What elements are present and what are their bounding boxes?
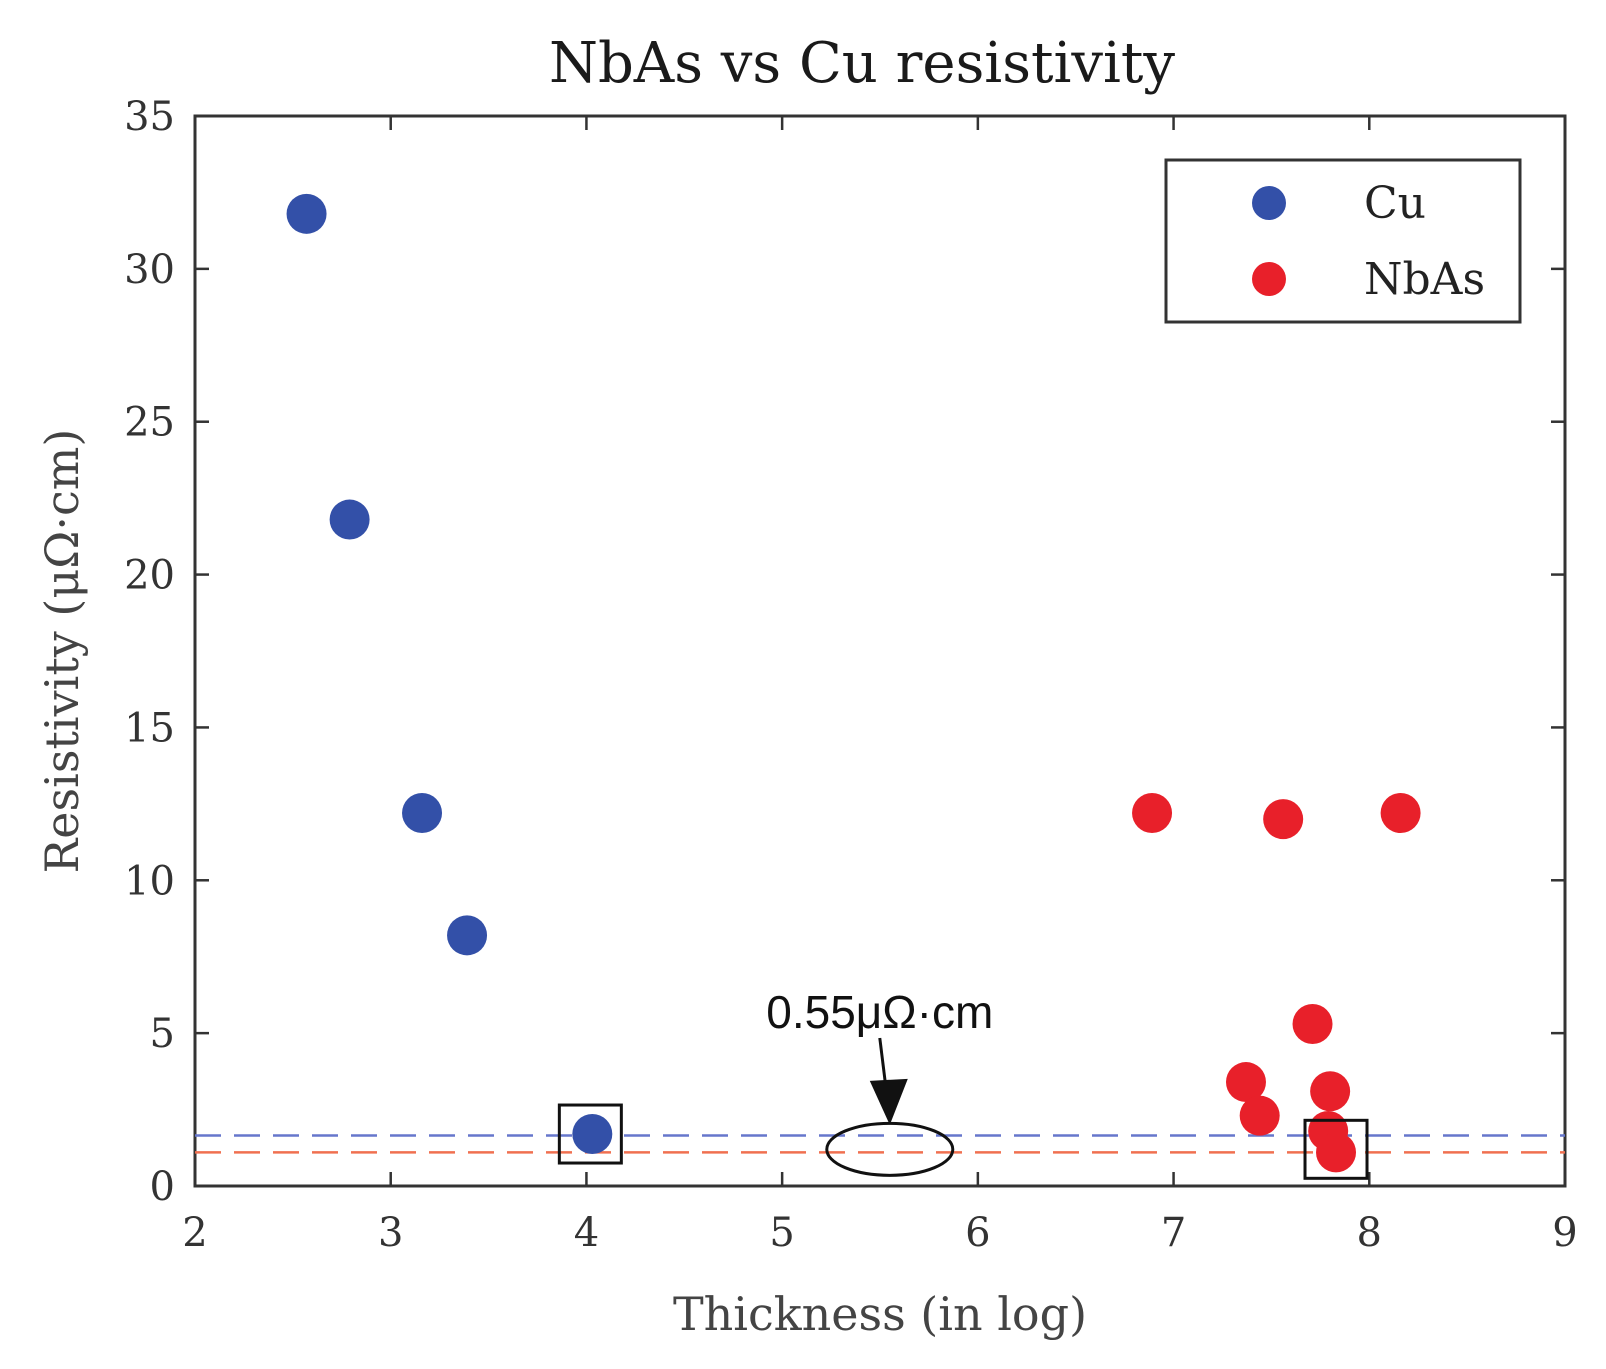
plot-area-frame <box>193 114 1567 1188</box>
y-tick-label: 25 <box>124 400 175 446</box>
annotations: 0.55μΩ·cm <box>557 986 1369 1180</box>
cu-point <box>447 915 488 956</box>
nbas-point <box>1310 1071 1351 1112</box>
x-tick-label: 9 <box>1552 1210 1577 1256</box>
nbas-point <box>1132 793 1173 834</box>
x-axis-label: Thickness (in log) <box>673 1287 1087 1341</box>
x-tick-label: 7 <box>1161 1210 1186 1256</box>
legend-marker-cu <box>1252 186 1286 220</box>
x-tick-label: 5 <box>769 1210 794 1256</box>
chart-title: NbAs vs Cu resistivity <box>549 31 1175 96</box>
cu-point <box>402 793 443 834</box>
legend: Cu NbAs <box>1164 158 1522 324</box>
reference-lines <box>195 1134 1565 1154</box>
y-tick-label: 35 <box>124 94 175 140</box>
annotation-ellipse <box>825 1121 955 1177</box>
nbas-point <box>1292 1003 1333 1044</box>
annotation-arrow-head <box>869 1078 908 1125</box>
legend-marker-nbas <box>1252 262 1286 296</box>
annotation-label: 0.55μΩ·cm <box>766 986 993 1038</box>
nbas-point <box>1225 1062 1266 1103</box>
x-tick-label: 2 <box>182 1210 207 1256</box>
cu-point <box>329 499 370 540</box>
series-nbas <box>1132 793 1421 1173</box>
cu-point <box>286 193 327 234</box>
x-tick-label: 3 <box>378 1210 403 1256</box>
y-tick-label: 10 <box>124 858 175 904</box>
nbas-point <box>1239 1095 1280 1136</box>
legend-box <box>1164 158 1522 324</box>
nbas-point <box>1316 1132 1357 1173</box>
y-axis-label: Resistivity (μΩ·cm) <box>35 429 89 874</box>
y-tick-label: 0 <box>150 1164 175 1210</box>
highlight-box <box>1303 1118 1369 1180</box>
nbas-point <box>1263 799 1304 840</box>
x-tick-label: 4 <box>574 1210 599 1256</box>
nbas-point <box>1380 793 1421 834</box>
legend-label-cu: Cu <box>1364 178 1426 229</box>
highlight-box <box>557 1103 623 1165</box>
y-tick-label: 5 <box>150 1011 175 1057</box>
legend-label-nbas: NbAs <box>1364 254 1485 305</box>
y-tick-label: 20 <box>124 553 175 599</box>
x-tick-label: 6 <box>965 1210 990 1256</box>
y-tick-label: 30 <box>124 247 175 293</box>
cu-point <box>572 1114 613 1155</box>
series-cu <box>286 193 613 1155</box>
x-tick-label: 8 <box>1357 1210 1382 1256</box>
y-tick-label: 15 <box>124 705 175 751</box>
axis-ticks: 2 3 4 5 6 7 8 9 0 5 10 15 20 25 30 35 <box>124 94 1578 1256</box>
